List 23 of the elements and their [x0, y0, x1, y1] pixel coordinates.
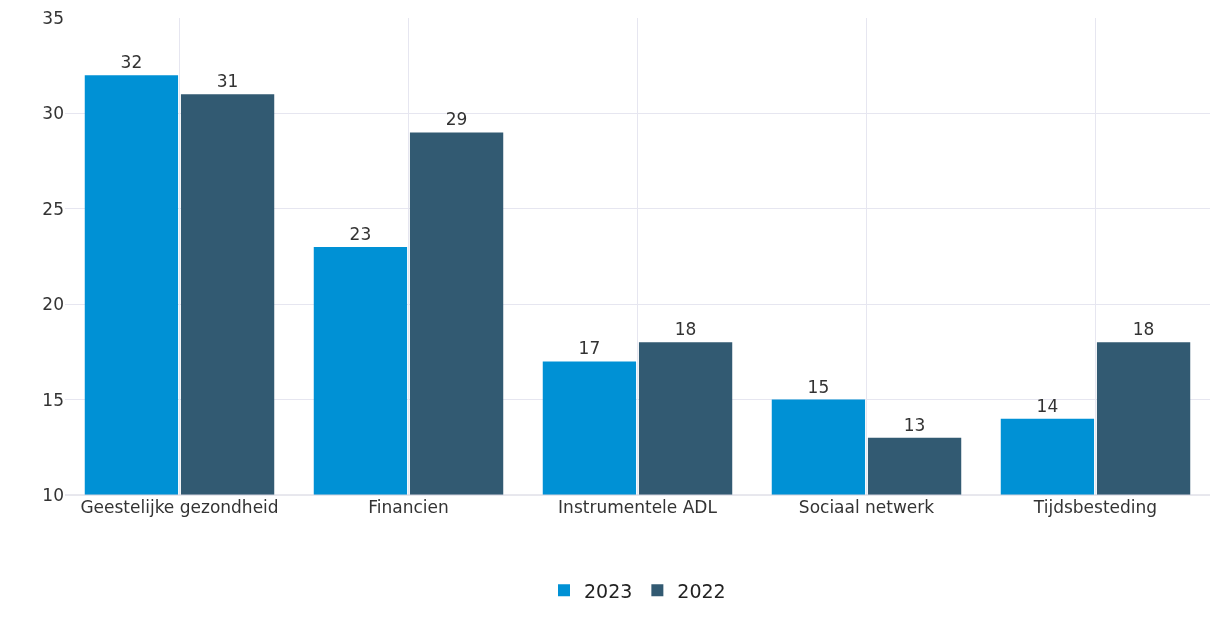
- x-tick-label: Financien: [368, 497, 449, 517]
- y-tick-label: 35: [42, 7, 64, 28]
- data-label: 14: [1036, 395, 1059, 416]
- x-tick-label: Instrumentele ADL: [558, 497, 718, 517]
- data-label: 15: [807, 376, 830, 397]
- x-tick-label: Geestelijke gezondheid: [80, 497, 279, 517]
- y-tick-label: 25: [42, 198, 64, 219]
- y-tick-label: 15: [42, 389, 64, 410]
- y-tick-label: 30: [42, 103, 64, 124]
- x-tick-label: Tijdsbesteding: [1032, 497, 1158, 517]
- data-label: 18: [1132, 319, 1155, 340]
- legend-label: 2023: [584, 579, 633, 602]
- y-tick-label: 10: [42, 484, 64, 505]
- data-label: 23: [349, 223, 372, 244]
- data-label: 31: [216, 71, 239, 92]
- data-label: 32: [120, 52, 143, 73]
- data-label: 29: [445, 109, 468, 130]
- legend-label: 2022: [677, 579, 726, 602]
- data-label: 17: [578, 338, 601, 359]
- data-label: 18: [674, 319, 697, 340]
- y-tick-label: 20: [42, 294, 64, 315]
- x-tick-label: Sociaal netwerk: [798, 497, 935, 517]
- data-label: 13: [903, 414, 926, 435]
